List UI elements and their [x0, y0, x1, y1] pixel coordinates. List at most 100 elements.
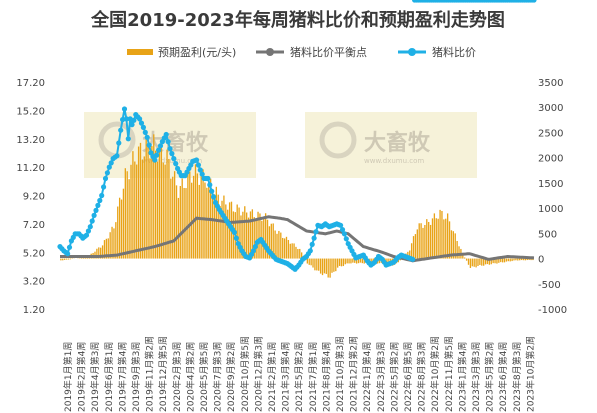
ratio-point [137, 116, 143, 122]
profit-bar [484, 258, 487, 265]
right-tick-label: 0 [538, 255, 544, 266]
profit-bar [517, 258, 519, 261]
profit-bar [228, 202, 231, 259]
profit-bar [310, 258, 312, 266]
right-axis: 3500 3000 2500 2000 1500 1000 500 0 -500 -1000 [538, 78, 567, 316]
profit-bar [200, 175, 202, 259]
profit-bar [511, 258, 513, 262]
profit-bar [236, 204, 238, 259]
profit-bars [60, 134, 534, 278]
ratio-point [163, 131, 169, 138]
profit-bar [519, 258, 521, 261]
ratio-point [95, 202, 101, 208]
x-tick-label: 2021年2月第1周 [266, 342, 278, 412]
x-tick-label: 2022年8月第3周 [416, 342, 428, 412]
profit-bar [101, 245, 104, 259]
profit-bar [194, 164, 197, 259]
profit-bar [164, 164, 166, 259]
profit-bar [113, 228, 115, 259]
profit-bar [513, 258, 515, 261]
profit-bar [185, 188, 187, 259]
ratio-point [152, 157, 158, 163]
profit-bar [492, 258, 494, 264]
profit-bar [416, 229, 418, 259]
x-tick-label: 2019年9月第3周 [130, 342, 142, 412]
profit-bar [158, 146, 161, 259]
profit-bar [496, 258, 498, 264]
profit-bar [181, 178, 183, 259]
watermark-logo-icon-2 [319, 121, 357, 159]
legend-ratio-label: 猪料比价 [432, 45, 476, 59]
profit-bar [206, 187, 208, 259]
profit-bar [225, 204, 227, 259]
profit-bar [109, 232, 111, 259]
profit-bar [306, 258, 309, 264]
profit-bar [350, 258, 352, 264]
profit-bar [378, 258, 381, 264]
profit-bar [528, 258, 530, 260]
profit-bar [156, 161, 159, 259]
profit-bar [196, 173, 199, 259]
x-tick-label: 2019年7月第4周 [116, 342, 128, 412]
profit-bar [498, 258, 500, 263]
watermark-right-sub: www.dxumu.com [364, 157, 424, 165]
right-tick-label: 500 [538, 229, 557, 240]
profit-bar [435, 218, 437, 259]
profit-bar [134, 161, 136, 259]
profit-bar [363, 258, 365, 264]
ratio-point [309, 241, 315, 247]
profit-bar [130, 164, 132, 259]
profit-bar [60, 258, 62, 261]
x-tick-label: 2023年5月第2周 [484, 342, 496, 412]
profit-bar [439, 209, 441, 259]
profit-bar [211, 193, 214, 259]
profit-bar [481, 258, 483, 266]
profit-bar [410, 243, 413, 259]
profit-bar [446, 213, 449, 259]
profit-bar [204, 182, 206, 259]
watermark-right: 大畜牧 www.dxumu.com [305, 112, 477, 178]
x-tick-label: 2019年11月第2周 [144, 336, 156, 412]
profit-bar [82, 257, 85, 259]
profit-bar [464, 257, 466, 259]
profit-bar [344, 258, 346, 265]
right-tick-label: 2500 [538, 128, 563, 139]
profit-bar [371, 258, 373, 264]
profit-bar [346, 258, 348, 264]
ratio-point [311, 235, 317, 241]
profit-bar [338, 258, 341, 266]
profit-bar [426, 219, 428, 259]
x-axis: 2019年1月第1周 2019年2月第4周 2019年4月第3周 2019年6月第1周… [62, 336, 536, 412]
x-tick-label: 2020年4月第2周 [184, 342, 196, 412]
x-tick-label: 2019年1月第1周 [62, 342, 74, 412]
ratio-point [91, 212, 97, 218]
profit-bar [454, 233, 456, 259]
ratio-point [104, 170, 110, 176]
profit-bar [418, 223, 420, 259]
profit-bar [139, 142, 142, 259]
profit-bar [223, 195, 225, 259]
profit-bar [257, 211, 259, 259]
profit-bar [141, 159, 144, 259]
ratio-point [66, 244, 73, 250]
profit-bar [170, 178, 172, 259]
legend-profit-swatch [127, 49, 153, 55]
profit-bar [191, 182, 193, 259]
watermark-right-text: 大畜牧 [364, 130, 431, 156]
profit-bar [282, 237, 284, 259]
profit-bar [319, 258, 322, 274]
profit-bar [494, 258, 496, 264]
x-tick-label: 2022年1月第4周 [361, 342, 373, 412]
ratio-point [83, 232, 90, 238]
ratio-point [93, 207, 99, 213]
x-tick-label: 2020年10月第5周 [239, 336, 251, 412]
left-tick-label: 15.20 [16, 106, 45, 117]
profit-bar [409, 250, 411, 259]
x-tick-label: 2021年8月第4周 [320, 342, 332, 412]
ratio-point [125, 136, 131, 142]
x-tick-label: 2021年7月第1周 [307, 342, 319, 412]
x-tick-label: 2021年3月第4周 [280, 342, 292, 412]
ratio-point [199, 171, 205, 177]
profit-bar [202, 169, 204, 259]
profit-bar [69, 258, 72, 260]
